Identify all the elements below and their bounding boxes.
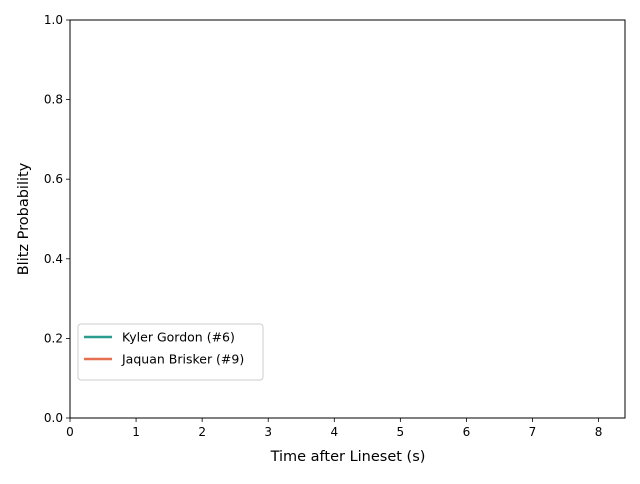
x-tick-label: 7 [529, 425, 537, 439]
x-tick-label: 2 [198, 425, 206, 439]
y-tick-label: 0.0 [44, 411, 63, 425]
y-tick-label: 0.6 [44, 172, 63, 186]
x-axis-label: Time after Lineset (s) [270, 449, 426, 465]
legend: Kyler Gordon (#6) Jaquan Brisker (#9) [78, 324, 263, 380]
x-tick-label: 6 [463, 425, 471, 439]
x-tick-label: 3 [264, 425, 272, 439]
x-axis: 0 1 2 3 4 5 6 7 8 [66, 418, 602, 439]
y-tick-label: 1.0 [44, 13, 63, 27]
y-axis-label: Blitz Probability [16, 162, 32, 275]
legend-label-0: Kyler Gordon (#6) [122, 330, 235, 345]
y-tick-label: 0.4 [44, 252, 63, 266]
legend-label-1: Jaquan Brisker (#9) [121, 352, 244, 367]
x-tick-label: 0 [66, 425, 74, 439]
y-axis: 0.0 0.2 0.4 0.6 0.8 1.0 [44, 13, 70, 425]
y-tick-label: 0.2 [44, 331, 63, 345]
x-tick-label: 5 [397, 425, 405, 439]
x-tick-label: 4 [330, 425, 338, 439]
x-tick-label: 1 [132, 425, 140, 439]
y-tick-label: 0.8 [44, 93, 63, 107]
x-tick-label: 8 [595, 425, 603, 439]
